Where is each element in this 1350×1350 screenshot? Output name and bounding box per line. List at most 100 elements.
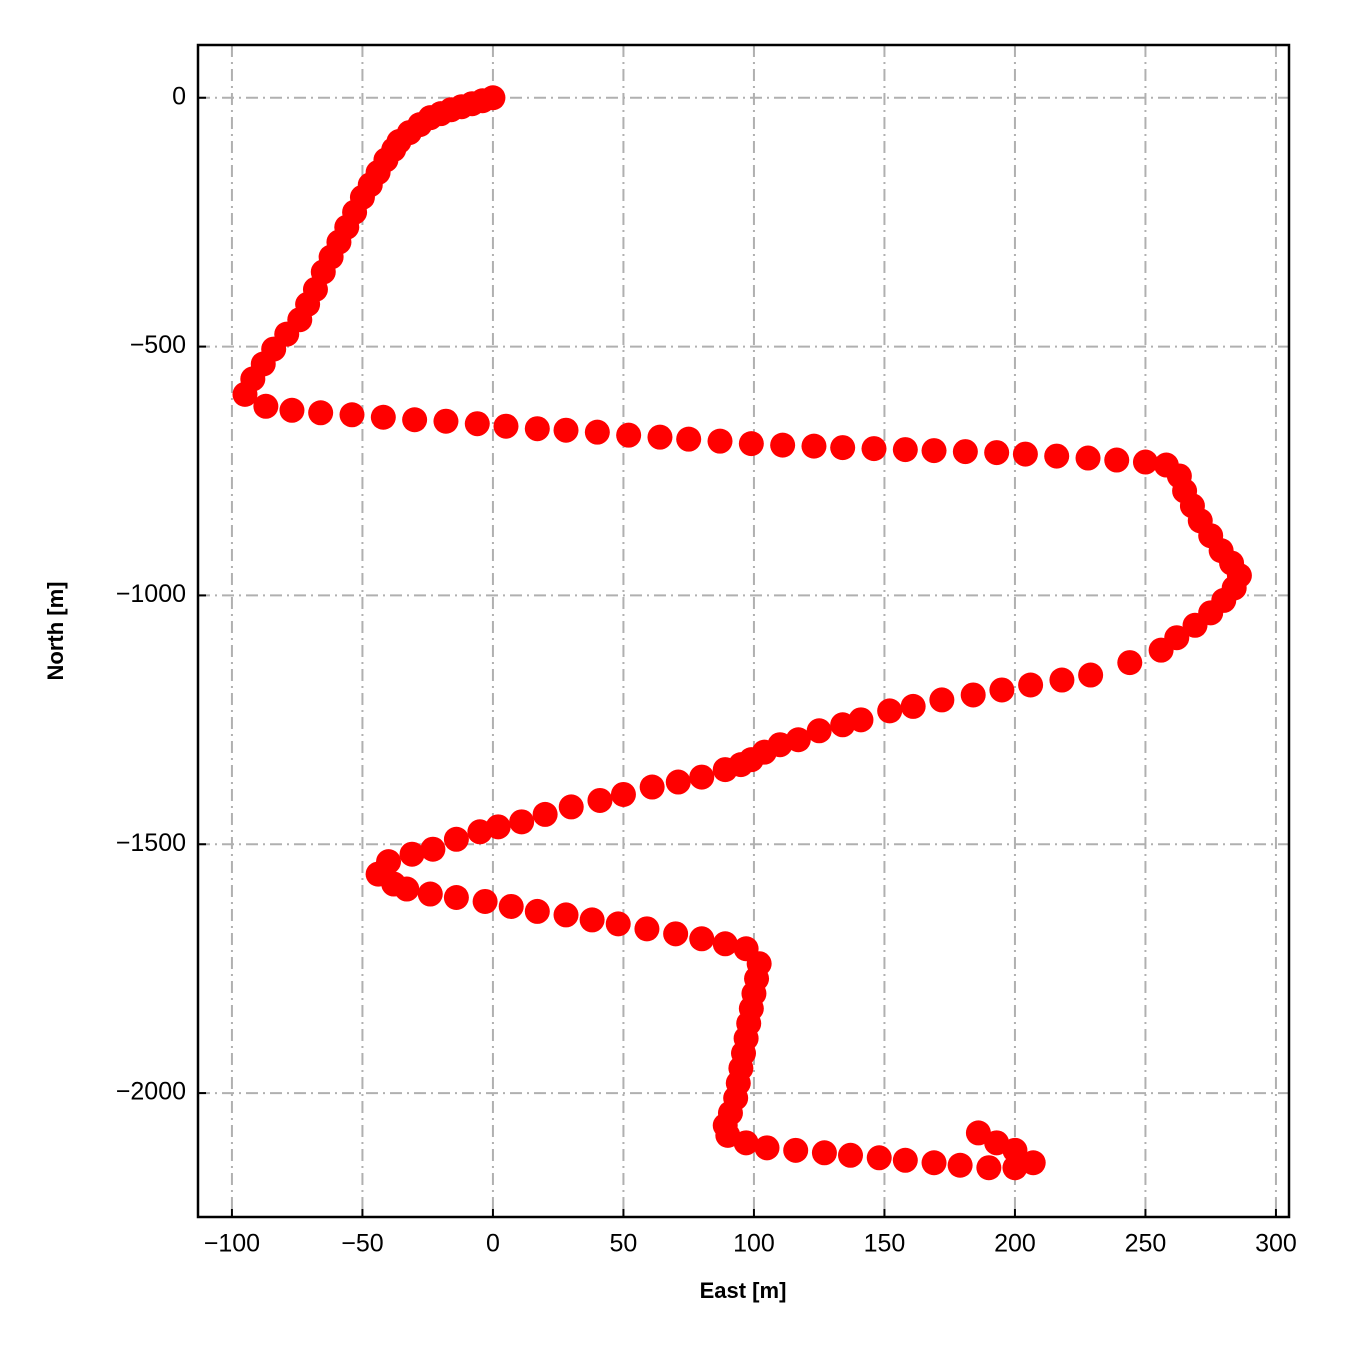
point bbox=[801, 433, 827, 459]
point bbox=[493, 413, 519, 439]
point bbox=[308, 400, 334, 426]
point bbox=[1132, 449, 1158, 475]
x-axis-label: East [m] bbox=[700, 1278, 787, 1303]
point bbox=[1018, 672, 1044, 698]
point bbox=[1020, 1150, 1046, 1176]
y-tick-label: 0 bbox=[172, 82, 186, 110]
point bbox=[420, 836, 446, 862]
point bbox=[370, 404, 396, 430]
point bbox=[464, 411, 490, 437]
point bbox=[1148, 637, 1174, 663]
point bbox=[676, 426, 702, 452]
point bbox=[524, 416, 550, 442]
point bbox=[1078, 662, 1104, 688]
point bbox=[467, 819, 493, 845]
point bbox=[754, 1135, 780, 1161]
point bbox=[532, 801, 558, 827]
point bbox=[960, 682, 986, 708]
point bbox=[877, 698, 903, 724]
point bbox=[339, 402, 365, 428]
point bbox=[707, 428, 733, 454]
point bbox=[443, 884, 469, 910]
y-tick-label: −1500 bbox=[116, 829, 186, 857]
point bbox=[838, 1142, 864, 1168]
y-tick-label: −1000 bbox=[116, 580, 186, 608]
point bbox=[232, 381, 258, 407]
point bbox=[584, 419, 610, 445]
point bbox=[498, 893, 524, 919]
x-tick-label: 250 bbox=[1125, 1230, 1167, 1258]
x-tick-label: 200 bbox=[994, 1230, 1036, 1258]
point bbox=[900, 693, 926, 719]
point bbox=[921, 1150, 947, 1176]
point bbox=[806, 718, 832, 744]
point bbox=[733, 1130, 759, 1156]
point bbox=[509, 809, 535, 835]
point bbox=[253, 393, 279, 419]
point bbox=[553, 417, 579, 443]
x-tick-label: 150 bbox=[864, 1230, 906, 1258]
point bbox=[866, 1145, 892, 1171]
point bbox=[783, 1137, 809, 1163]
point bbox=[279, 397, 305, 423]
point bbox=[433, 408, 459, 434]
x-tick-label: 0 bbox=[486, 1230, 500, 1258]
point bbox=[689, 764, 715, 790]
point bbox=[984, 440, 1010, 466]
point bbox=[976, 1155, 1002, 1181]
point bbox=[738, 431, 764, 457]
point bbox=[952, 439, 978, 465]
point bbox=[610, 781, 636, 807]
point bbox=[616, 422, 642, 448]
point bbox=[1117, 650, 1143, 676]
y-tick-label: −2000 bbox=[116, 1078, 186, 1106]
point bbox=[1182, 612, 1208, 638]
point bbox=[605, 911, 631, 937]
point bbox=[811, 1140, 837, 1166]
point bbox=[665, 769, 691, 795]
x-tick-label: 100 bbox=[733, 1230, 775, 1258]
point bbox=[663, 921, 689, 947]
point bbox=[830, 435, 856, 461]
point bbox=[402, 407, 428, 433]
point bbox=[689, 926, 715, 952]
point bbox=[1044, 443, 1070, 469]
plot-frame bbox=[196, 43, 1291, 1219]
point bbox=[1075, 445, 1101, 471]
point bbox=[712, 757, 738, 783]
point bbox=[647, 424, 673, 450]
y-tick-label: −500 bbox=[130, 331, 186, 359]
point bbox=[639, 774, 665, 800]
point bbox=[929, 687, 955, 713]
point bbox=[417, 881, 443, 907]
point bbox=[892, 1147, 918, 1173]
point bbox=[1049, 667, 1075, 693]
point bbox=[712, 931, 738, 957]
x-tick-label: −50 bbox=[341, 1230, 383, 1258]
point bbox=[892, 437, 918, 463]
point bbox=[984, 1130, 1010, 1156]
point bbox=[830, 712, 856, 738]
y-axis-label: North [m] bbox=[43, 582, 68, 681]
point bbox=[634, 916, 660, 942]
point bbox=[861, 436, 887, 462]
point bbox=[947, 1152, 973, 1178]
point bbox=[770, 432, 796, 458]
point bbox=[989, 677, 1015, 703]
point bbox=[579, 907, 605, 933]
point bbox=[1104, 447, 1130, 473]
x-tick-label: 50 bbox=[610, 1230, 638, 1258]
x-tick-label: −100 bbox=[204, 1230, 260, 1258]
point bbox=[472, 888, 498, 914]
point bbox=[921, 438, 947, 464]
point bbox=[965, 1120, 991, 1146]
point bbox=[443, 826, 469, 852]
point bbox=[553, 902, 579, 928]
point bbox=[1012, 441, 1038, 467]
point bbox=[394, 876, 420, 902]
point bbox=[524, 898, 550, 924]
x-tick-label: 300 bbox=[1255, 1230, 1297, 1258]
point bbox=[399, 841, 425, 867]
